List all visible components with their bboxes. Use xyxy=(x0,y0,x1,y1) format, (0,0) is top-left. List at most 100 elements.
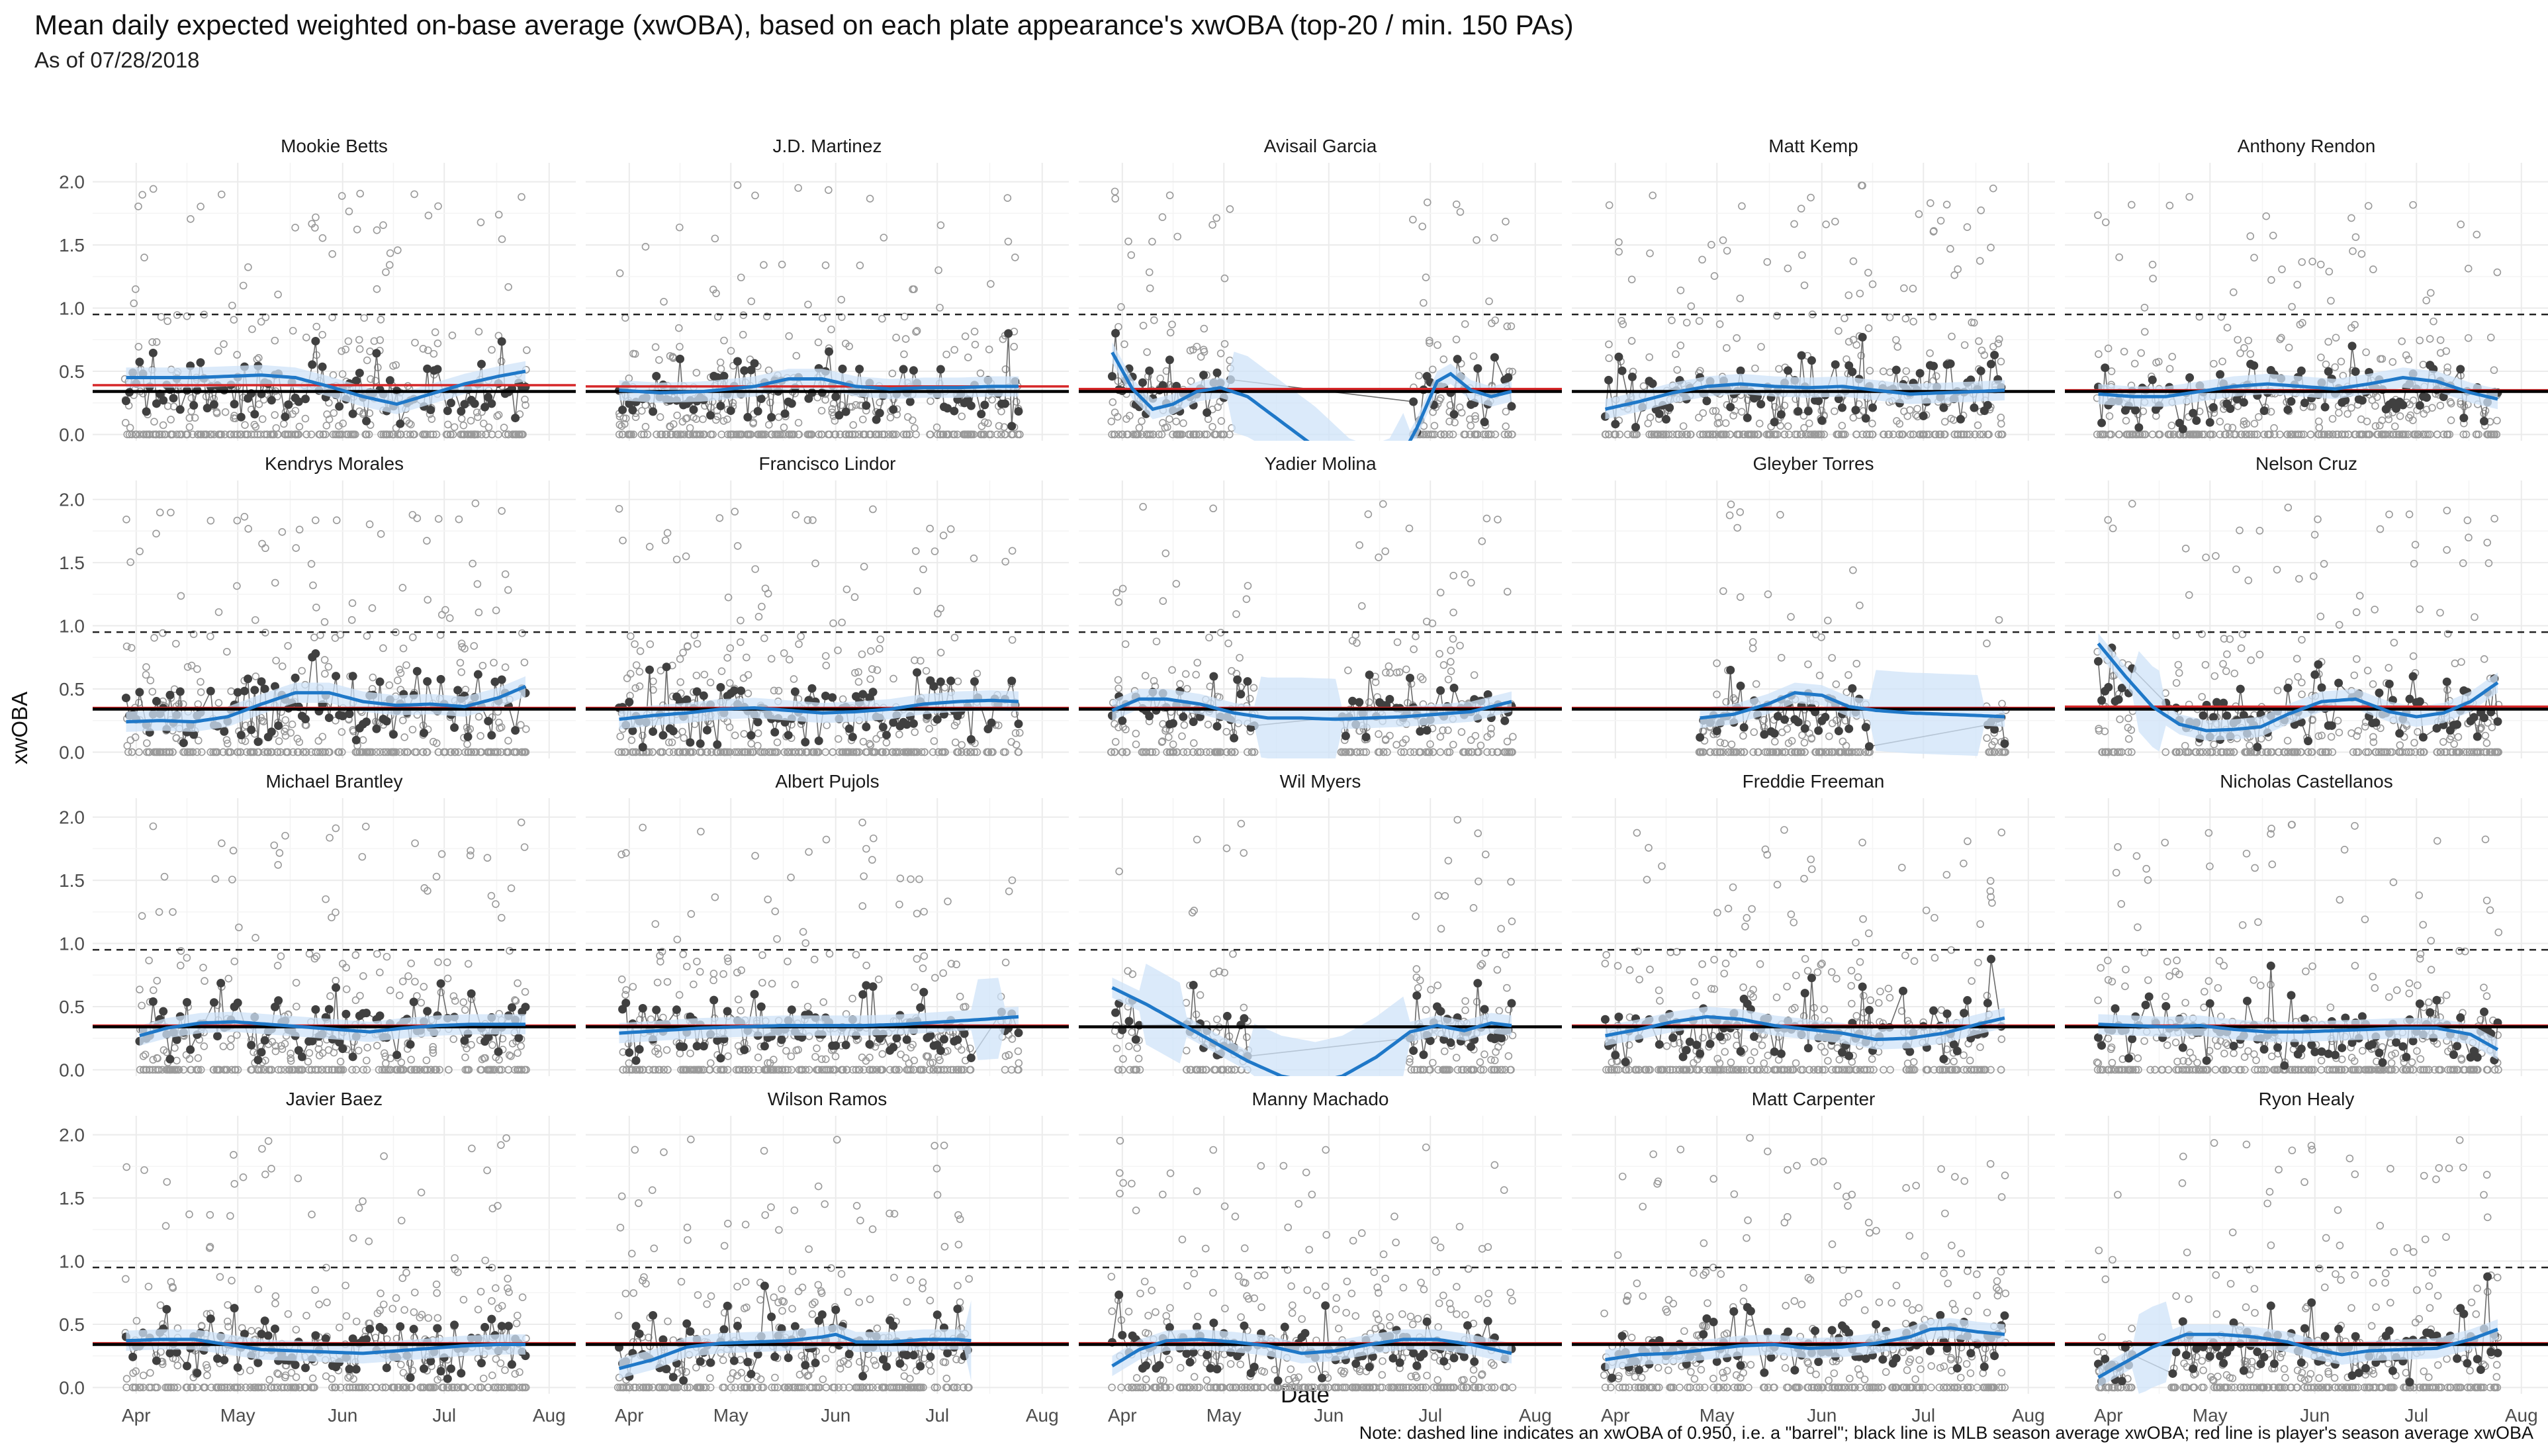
daily-mean-point xyxy=(311,336,320,345)
plate-appearance-point xyxy=(214,347,222,355)
daily-mean-point xyxy=(2114,695,2123,704)
plate-appearance-point xyxy=(1433,341,1441,349)
plate-appearance-point xyxy=(880,234,888,242)
daily-mean-point xyxy=(253,737,263,747)
daily-mean-point xyxy=(905,397,915,406)
daily-mean-point xyxy=(716,682,725,692)
plate-appearance-point xyxy=(2230,669,2239,678)
plate-appearance-point xyxy=(680,430,688,439)
plate-appearance-point xyxy=(189,430,197,439)
facet-panel: J.D. Martinez xyxy=(586,136,1069,441)
plate-appearance-point xyxy=(122,516,130,523)
daily-mean-point xyxy=(1406,673,1415,682)
plate-appearance-point xyxy=(369,673,377,682)
plate-appearance-point xyxy=(1507,322,1516,330)
plate-appearance-point xyxy=(1146,284,1154,293)
plate-appearance-point xyxy=(828,404,837,413)
plate-appearance-point xyxy=(338,192,346,200)
plate-appearance-point xyxy=(880,430,888,439)
plate-appearance-point xyxy=(318,733,327,741)
plate-appearance-point xyxy=(235,923,243,932)
plate-appearance-point xyxy=(1410,645,1418,653)
daily-mean-point xyxy=(1794,407,1803,416)
daily-mean-point xyxy=(878,723,887,732)
plate-appearance-point xyxy=(407,420,415,429)
plate-appearance-point xyxy=(2493,416,2501,425)
daily-mean-point xyxy=(790,687,799,696)
daily-mean-point xyxy=(780,409,790,418)
daily-mean-point xyxy=(301,715,310,724)
plate-appearance-point xyxy=(1502,408,1510,416)
plate-appearance-point xyxy=(1447,667,1455,675)
plate-appearance-point xyxy=(680,734,688,742)
plate-appearance-point xyxy=(2347,214,2355,222)
plate-appearance-point xyxy=(149,185,158,193)
plate-appearance-point xyxy=(159,421,167,430)
plate-appearance-point xyxy=(640,430,648,439)
plate-appearance-point xyxy=(490,659,498,667)
plate-appearance-point xyxy=(457,414,466,423)
daily-mean-point xyxy=(2408,672,2418,681)
plate-appearance-point xyxy=(641,422,650,431)
plate-appearance-point xyxy=(244,263,252,271)
plate-appearance-point xyxy=(1113,412,1122,421)
plate-appearance-point xyxy=(773,738,782,747)
daily-mean-point xyxy=(324,713,334,723)
plate-appearance-point xyxy=(1686,430,1695,439)
plate-appearance-point xyxy=(981,418,989,426)
plate-appearance-point xyxy=(355,345,364,353)
plate-appearance-point xyxy=(1467,422,1475,430)
plate-appearance-point xyxy=(2369,680,2377,688)
plate-appearance-point xyxy=(2127,201,2136,209)
plate-appearance-point xyxy=(2414,728,2422,736)
plate-appearance-point xyxy=(248,325,256,334)
daily-mean-point xyxy=(244,674,253,684)
plate-appearance-point xyxy=(1152,637,1161,646)
plate-appearance-point xyxy=(518,193,525,201)
plate-appearance-point xyxy=(1430,422,1439,430)
plate-appearance-point xyxy=(271,578,279,587)
plate-appearance-point xyxy=(1204,721,1212,729)
plate-appearance-point xyxy=(723,415,731,424)
plate-appearance-point xyxy=(2175,668,2183,677)
plate-appearance-point xyxy=(1617,316,1625,325)
daily-mean-point xyxy=(1756,400,1766,409)
plate-appearance-point xyxy=(1727,500,1735,508)
daily-mean-point xyxy=(335,402,344,411)
plate-appearance-point xyxy=(942,350,950,359)
plate-appearance-point xyxy=(813,393,822,402)
daily-mean-point xyxy=(281,412,290,422)
plate-appearance-point xyxy=(1161,549,1170,557)
plate-appearance-point xyxy=(293,430,302,439)
plate-appearance-point xyxy=(713,312,722,321)
plate-appearance-point xyxy=(626,632,635,641)
plate-appearance-point xyxy=(637,406,646,415)
plate-appearance-point xyxy=(711,234,719,243)
plate-appearance-point xyxy=(2095,350,2103,358)
daily-mean-point xyxy=(351,735,361,745)
plate-appearance-point xyxy=(318,330,326,339)
plate-appearance-point xyxy=(2244,576,2253,584)
plate-appearance-point xyxy=(855,430,863,439)
daily-mean-point xyxy=(1665,403,1674,412)
daily-mean-point xyxy=(1007,422,1017,431)
daily-mean-point xyxy=(1864,742,1874,751)
plate-appearance-point xyxy=(2483,539,2492,547)
plate-appearance-point xyxy=(318,234,327,242)
plate-appearance-point xyxy=(1605,354,1614,363)
plate-appearance-point xyxy=(1232,610,1240,618)
plate-appearance-point xyxy=(1457,408,1466,417)
daily-mean-point xyxy=(936,365,945,374)
plate-appearance-point xyxy=(351,430,359,439)
plate-appearance-point xyxy=(152,338,161,346)
plate-appearance-point xyxy=(936,221,945,230)
plate-appearance-point xyxy=(2216,418,2224,426)
plate-appearance-point xyxy=(676,343,684,351)
plate-appearance-point xyxy=(1439,661,1448,669)
plate-appearance-point xyxy=(1117,303,1125,311)
plate-appearance-point xyxy=(226,1042,235,1051)
plate-appearance-point xyxy=(2105,412,2114,420)
plate-appearance-point xyxy=(152,430,161,439)
plate-appearance-point xyxy=(423,537,431,545)
daily-mean-point xyxy=(1001,399,1010,408)
